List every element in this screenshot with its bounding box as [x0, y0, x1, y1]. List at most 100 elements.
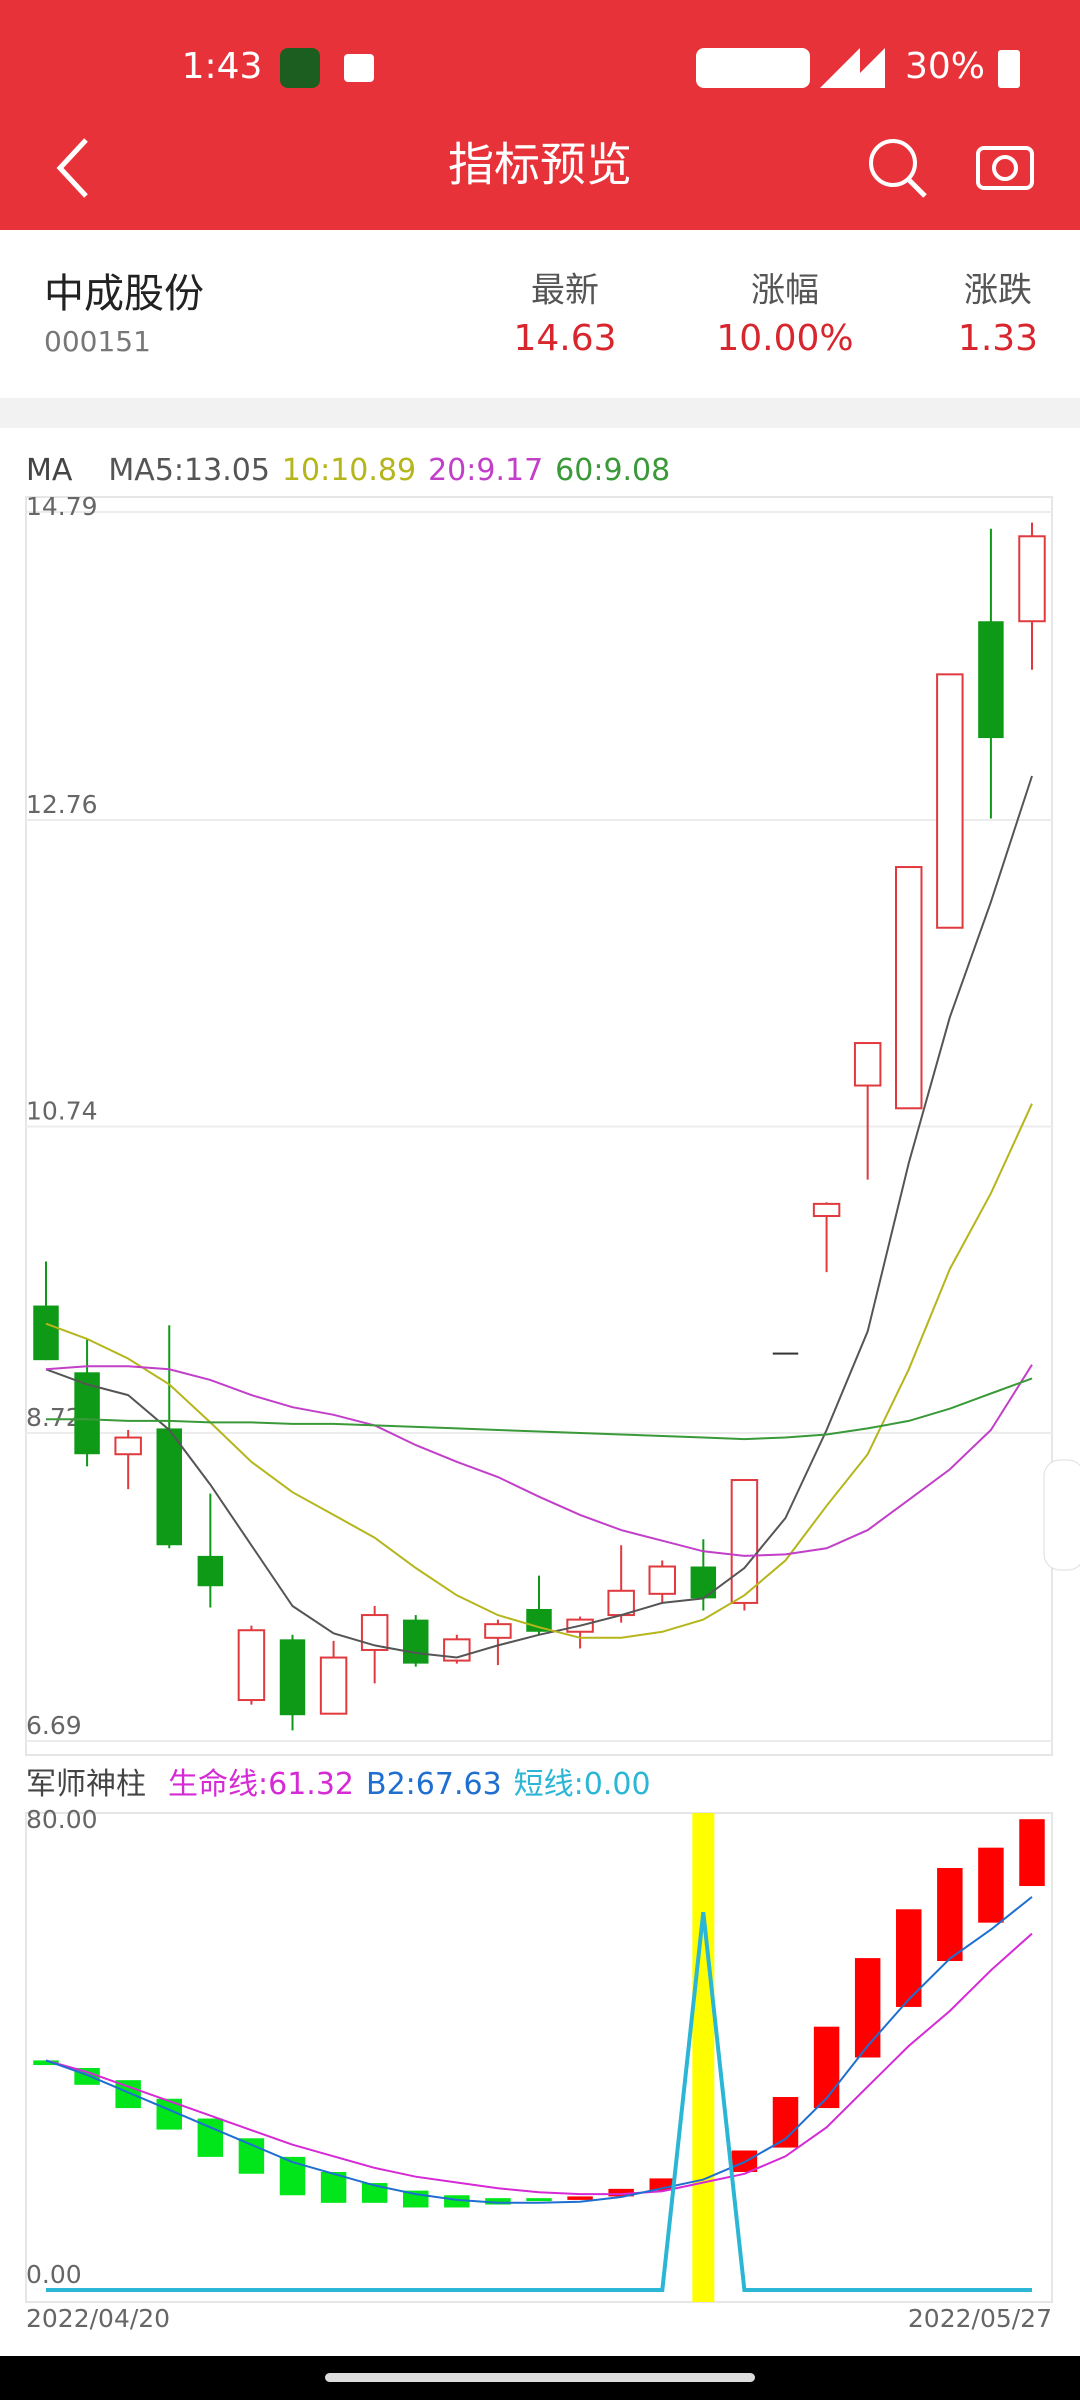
candle-body: [772, 1352, 799, 1355]
candle-body: [607, 1589, 635, 1617]
candle-body: [156, 1428, 182, 1546]
candle-body: [484, 1623, 512, 1639]
candle-body: [319, 1656, 348, 1715]
home-indicator[interactable]: [325, 2373, 755, 2382]
legend-value: 10.89: [330, 453, 416, 488]
legend-name: 20:: [428, 453, 476, 488]
y-tick-label: 10.74: [26, 1097, 98, 1126]
divider: [0, 398, 1080, 428]
field-label: 涨幅: [751, 271, 819, 311]
candle-body: [114, 1436, 142, 1456]
side-handle[interactable]: [1043, 1459, 1080, 1571]
candle-body: [690, 1566, 717, 1599]
y-tick-label: 8.72: [26, 1403, 82, 1432]
candle-body: [895, 866, 923, 1110]
candle-body: [238, 2138, 265, 2174]
legend-value: 67.63: [416, 1767, 502, 1802]
stock-code: 000151: [44, 325, 151, 358]
battery-text: 30%: [905, 46, 985, 87]
candle-body: [730, 1479, 759, 1604]
candle-body: [403, 1619, 429, 1664]
candle-body: [648, 1565, 676, 1595]
legend-name: MA5:: [108, 453, 184, 488]
status-time: 1:43: [182, 46, 263, 87]
gallery-icon: [344, 54, 374, 82]
candle-body: [361, 2183, 388, 2203]
legend-value: 9.08: [603, 453, 670, 488]
stock-name: 中成股份: [44, 271, 204, 317]
indicator-line: [46, 1911, 1032, 2292]
x-tick-label: 2022/05/27: [908, 2304, 1052, 2333]
candle-body: [937, 1868, 963, 1962]
candle-body: [279, 1639, 306, 1716]
candle-body: [978, 1847, 1004, 1923]
candle-body: [812, 1202, 841, 1218]
field-value: 14.63: [513, 318, 616, 359]
legend-value: 9.17: [476, 453, 543, 488]
candle-body: [936, 673, 964, 929]
camera-button[interactable]: [976, 146, 1034, 190]
legend-title: 军师神柱: [26, 1767, 146, 1802]
indicator-line: [45, 1896, 1033, 2204]
candle-body: [608, 2188, 634, 2197]
candle-body: [197, 2118, 224, 2157]
indicator-line: [46, 1377, 1033, 1441]
legend-name: 生命线:: [168, 1767, 268, 1802]
signal-icon: [820, 48, 885, 88]
panel: 6.69 8.72 10.74 12.76 14.79: [26, 492, 1052, 1742]
field-value: 10.00%: [716, 318, 853, 359]
y-tick-label: 80.00: [26, 1805, 98, 1834]
x-tick-label: 2022/04/20: [26, 2304, 170, 2333]
y-tick-label: 12.76: [26, 790, 98, 819]
indicator-line: [45, 1103, 1033, 1639]
legend-name: 60:: [555, 453, 603, 488]
legend-value: 61.32: [268, 1767, 354, 1802]
legend-name: 10:: [282, 453, 330, 488]
candle-body: [854, 1958, 881, 2058]
candle-body: [526, 2198, 552, 2202]
app-icon: [280, 48, 320, 88]
candle-body: [237, 1629, 266, 1702]
candle-body: [1018, 535, 1046, 623]
stock-fields: 最新 14.63 涨幅 10.00% 涨跌 1.33: [513, 271, 1038, 360]
legend-title: MA: [26, 453, 73, 488]
candle-body: [115, 2080, 141, 2109]
candle-body: [526, 1608, 552, 1632]
plots: 6.69 8.72 10.74 12.76 14.79 0.00 80.00 2022/04/…: [26, 492, 1052, 2333]
candle-body: [853, 1042, 882, 1087]
candle-body: [197, 1555, 224, 1587]
back-button[interactable]: [56, 138, 88, 198]
candle-body: [896, 1909, 922, 2007]
battery-icon: [998, 50, 1020, 88]
candle-body: [485, 2198, 511, 2205]
legend-name: B2:: [366, 1767, 416, 1802]
y-tick-label: 6.69: [26, 1711, 82, 1740]
field-label: 最新: [531, 271, 599, 311]
panel: 0.00 80.00 2022/04/20 2022/05/27: [26, 1805, 1052, 2333]
candle-body: [978, 621, 1004, 739]
indicator-line: [45, 775, 1033, 1659]
hd-icon: [696, 48, 810, 88]
candle-body: [360, 1614, 389, 1651]
indicator-frame: [25, 1812, 1053, 2303]
highlight-column: [692, 1813, 715, 2302]
y-tick-label: 14.79: [26, 492, 98, 521]
candle-body: [279, 2156, 306, 2196]
page-title: 指标预览: [448, 138, 632, 192]
field-label: 涨跌: [964, 271, 1032, 311]
ma-legend: MA MA5:13.05 10:10.89 20:9.17 60:9.08: [26, 453, 670, 488]
indicator-legend: 军师神柱 生命线:61.32 B2:67.63 短线:0.00: [26, 1767, 651, 1802]
legend-value: 0.00: [584, 1767, 651, 1802]
legend-value: 13.05: [184, 453, 270, 488]
field-value: 1.33: [958, 318, 1038, 359]
candle-body: [33, 2060, 59, 2066]
candle-body: [567, 2196, 593, 2200]
candle-body: [1019, 1819, 1045, 1887]
indicator-line: [45, 1364, 1033, 1557]
candle-body: [33, 1305, 59, 1361]
app-bar: [0, 0, 1080, 230]
candle-body: [813, 2026, 840, 2109]
legend-name: 短线:: [514, 1767, 584, 1802]
search-button[interactable]: [869, 139, 927, 198]
